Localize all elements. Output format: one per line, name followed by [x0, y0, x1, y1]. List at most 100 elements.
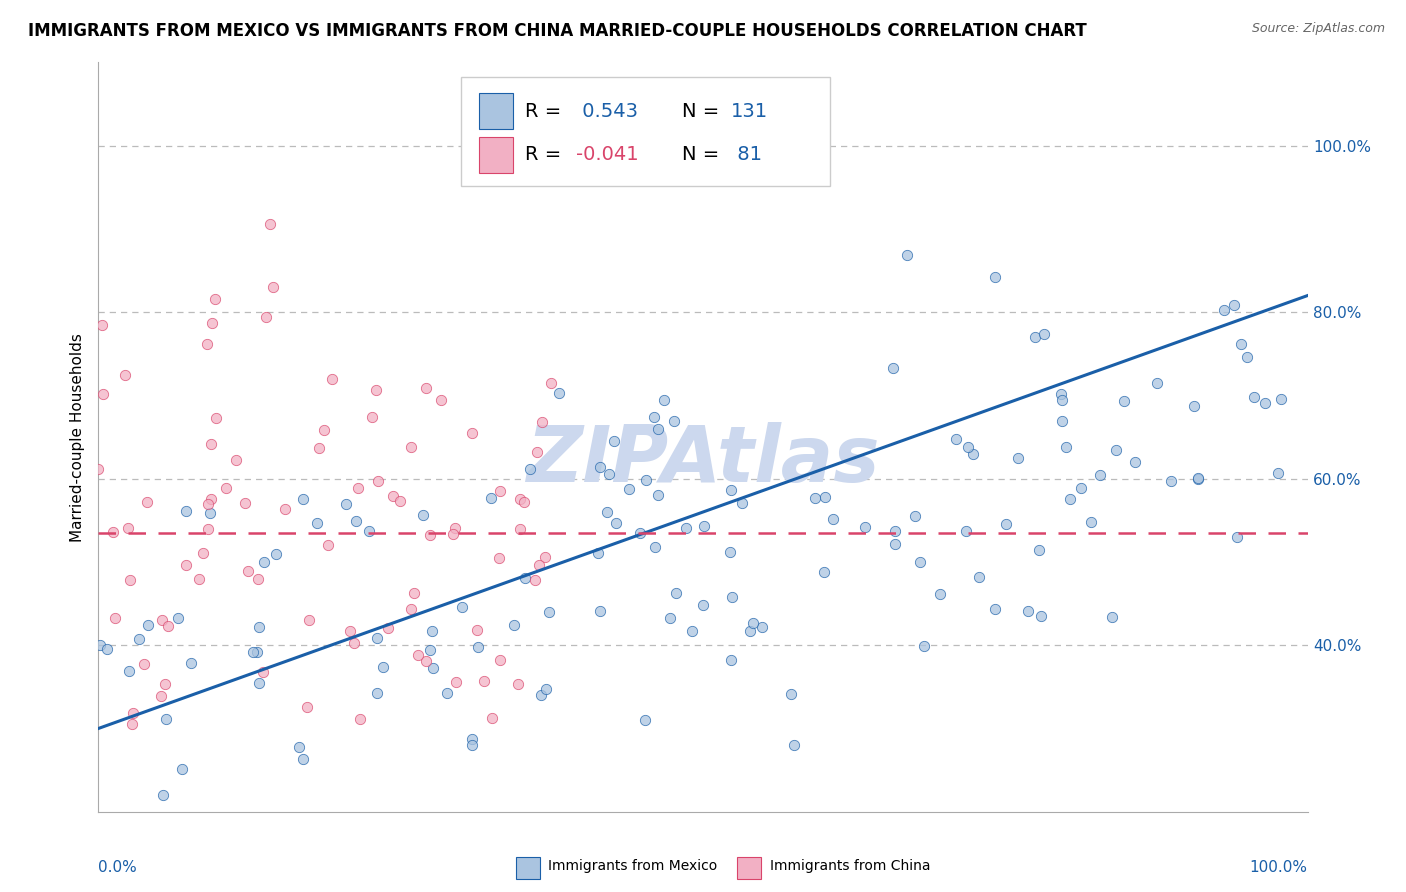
Point	[489, 653, 512, 667]
Point	[1187, 471, 1209, 485]
Point	[718, 545, 741, 559]
Point	[366, 384, 388, 398]
Point	[509, 491, 531, 506]
Point	[1267, 466, 1289, 480]
Point	[195, 337, 218, 351]
Point	[422, 660, 444, 674]
Point	[945, 432, 967, 446]
Point	[488, 551, 510, 566]
Point	[172, 762, 194, 776]
Point	[305, 516, 328, 531]
Point	[136, 617, 159, 632]
FancyBboxPatch shape	[737, 856, 761, 880]
Point	[420, 624, 443, 638]
Point	[295, 699, 318, 714]
Point	[91, 386, 114, 401]
Point	[617, 482, 640, 496]
Point	[461, 738, 484, 752]
Point	[472, 674, 495, 689]
Text: N =: N =	[682, 145, 725, 164]
Point	[136, 495, 159, 509]
Point	[912, 639, 935, 653]
Point	[527, 558, 550, 573]
Point	[247, 620, 270, 634]
Point	[205, 411, 228, 425]
Point	[312, 423, 335, 437]
Point	[89, 638, 111, 652]
Point	[896, 248, 918, 262]
Point	[335, 497, 357, 511]
Point	[1123, 455, 1146, 469]
Point	[720, 483, 742, 497]
Point	[782, 738, 804, 752]
Point	[589, 604, 612, 618]
Point	[91, 318, 114, 333]
Text: -0.041: -0.041	[576, 145, 638, 164]
Point	[675, 521, 697, 535]
Point	[647, 422, 669, 436]
Point	[197, 522, 219, 536]
Point	[180, 656, 202, 670]
Point	[731, 496, 754, 510]
Point	[603, 434, 626, 449]
Point	[259, 218, 281, 232]
Point	[419, 528, 441, 542]
Point	[644, 541, 666, 555]
Point	[242, 645, 264, 659]
Point	[118, 574, 141, 588]
Point	[201, 316, 224, 330]
Point	[1236, 350, 1258, 364]
Point	[489, 484, 512, 499]
Point	[1243, 390, 1265, 404]
Point	[1050, 393, 1073, 408]
Point	[298, 613, 321, 627]
Point	[1031, 608, 1053, 623]
Point	[984, 270, 1007, 285]
Point	[536, 681, 558, 696]
Text: 100.0%: 100.0%	[1250, 861, 1308, 875]
Point	[509, 522, 531, 536]
Point	[389, 494, 412, 508]
Point	[526, 445, 548, 459]
FancyBboxPatch shape	[479, 136, 513, 172]
Point	[187, 572, 209, 586]
Point	[929, 587, 952, 601]
Point	[738, 624, 761, 639]
Point	[349, 712, 371, 726]
Point	[515, 571, 537, 585]
Point	[479, 491, 502, 505]
Point	[461, 731, 484, 746]
Point	[804, 491, 827, 505]
Point	[534, 550, 557, 565]
Point	[628, 525, 651, 540]
Point	[658, 610, 681, 624]
Point	[419, 643, 441, 657]
Point	[233, 496, 256, 510]
Point	[204, 292, 226, 306]
Point	[132, 657, 155, 672]
Point	[903, 508, 925, 523]
Point	[1187, 472, 1209, 486]
Point	[292, 752, 315, 766]
Point	[157, 619, 180, 633]
Point	[742, 615, 765, 630]
Point	[443, 521, 465, 535]
Point	[1070, 481, 1092, 495]
Point	[519, 462, 541, 476]
Point	[548, 385, 571, 400]
Text: IMMIGRANTS FROM MEXICO VS IMMIGRANTS FROM CHINA MARRIED-COUPLE HOUSEHOLDS CORREL: IMMIGRANTS FROM MEXICO VS IMMIGRANTS FRO…	[28, 22, 1087, 40]
Point	[367, 475, 389, 489]
Point	[198, 506, 221, 520]
Point	[1017, 604, 1039, 618]
Point	[530, 688, 553, 702]
Point	[1033, 327, 1056, 342]
Point	[955, 524, 977, 538]
Point	[647, 488, 669, 502]
Point	[1024, 329, 1046, 343]
Point	[200, 491, 222, 506]
Point	[371, 660, 394, 674]
Point	[994, 516, 1017, 531]
Point	[1088, 467, 1111, 482]
Text: 0.0%: 0.0%	[98, 861, 138, 875]
Point	[643, 410, 665, 425]
